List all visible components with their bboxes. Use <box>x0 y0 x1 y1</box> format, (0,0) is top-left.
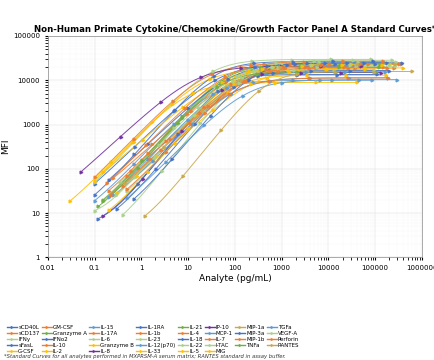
Text: *Standard Curves for all analytes performed in MXPRSM-A serum matrix; RANTES sta: *Standard Curves for all analytes perfor… <box>4 354 286 359</box>
Y-axis label: MFI: MFI <box>1 139 10 154</box>
Title: Non-Human Primate Cytokine/Chemokine/Growth Factor Panel A Standard Curves*: Non-Human Primate Cytokine/Chemokine/Gro… <box>33 25 434 34</box>
Legend: sCD40L, sCD137, IFNy, sFasL, G-CSF, GM-CSF, Granzyme A, IFNo2, IL-10, IL-2, IL-1: sCD40L, sCD137, IFNy, sFasL, G-CSF, GM-C… <box>7 325 299 354</box>
X-axis label: Analyte (pg/mL): Analyte (pg/mL) <box>198 274 271 283</box>
